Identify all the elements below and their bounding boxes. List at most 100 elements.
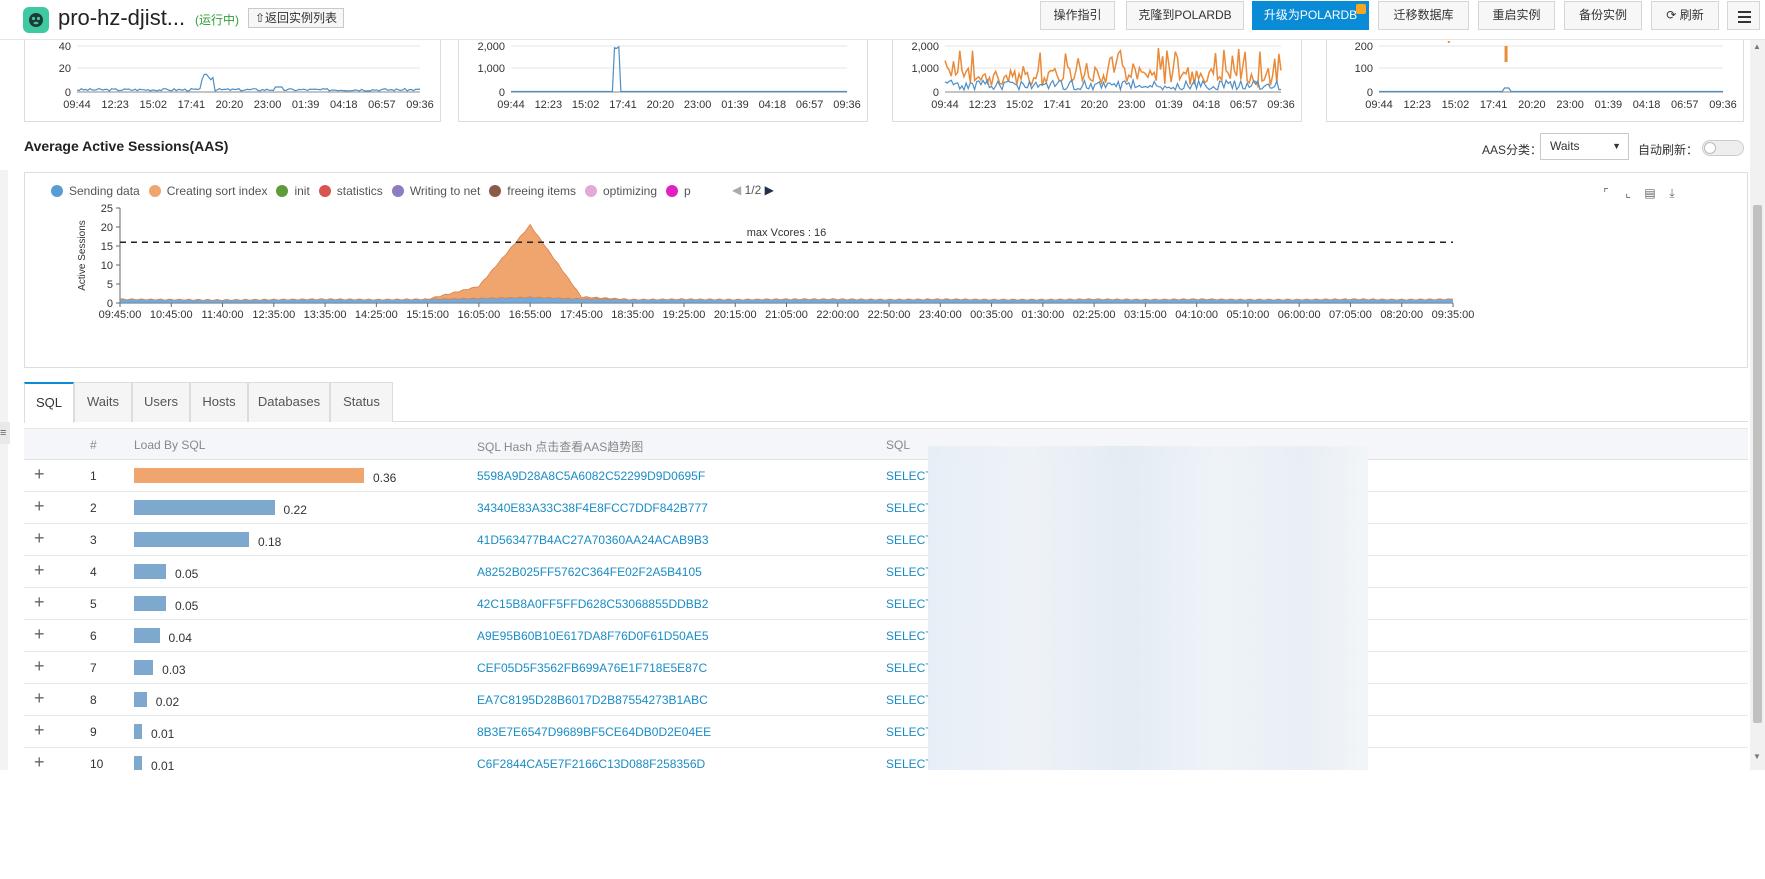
data-view-icon[interactable]: ▤ [1644,186,1656,200]
sql-hash-link[interactable]: CEF05D5F3562FB699A76E1F718E5E87C [477,661,708,675]
aas-category-select[interactable]: Waits ▼ [1540,133,1629,160]
scroll-up-icon[interactable]: ▲ [1753,42,1761,51]
tab-databases[interactable]: Databases [248,382,330,422]
sql-hash-link[interactable]: EA7C8195D28B6017D2B87554273B1ABC [477,693,708,707]
x-tick-label: 01:39 [1595,99,1623,111]
y-tick-label: 15 [101,241,113,253]
tab-status[interactable]: Status [330,382,393,422]
expand-row-icon[interactable]: + [34,720,45,740]
legend-item[interactable]: Creating sort index [148,184,268,198]
sql-text-link[interactable]: SELECT [886,757,933,770]
load-value: 0.01 [151,727,175,741]
expand-row-icon[interactable]: + [34,560,45,580]
sql-hash-link[interactable]: A8252B025FF5762C364FE02F2A5B4105 [477,565,702,579]
restart-instance-button[interactable]: 重启实例 [1478,1,1555,30]
table-row: +10 0.01 C6F2844CA5E7F2166C13D088F258356D S… [24,748,1748,770]
x-tick-label: 06:57 [1230,99,1258,111]
legend-item[interactable]: p [666,184,691,198]
sql-hash-link[interactable]: A9E95B60B10E617DA8F76D0F61D50AE5 [477,629,709,643]
sql-text-link[interactable]: SELECT [886,661,933,675]
y-tick-label: 1,000 [911,63,939,75]
expand-row-icon[interactable]: + [34,592,45,612]
auto-refresh-toggle[interactable] [1702,140,1744,156]
tab-users[interactable]: Users [132,382,190,422]
list-menu-button[interactable] [1727,1,1760,30]
clone-to-polardb-button[interactable]: 克隆到POLARDB [1126,1,1244,30]
sql-text-link[interactable]: SELECT [886,533,933,547]
tab-hosts[interactable]: Hosts [190,382,248,422]
mini-chart-4: 200 100 0 09:44 12:23 15:02 17:41 20:20 23:00 01:… [1326,40,1744,122]
expand-row-icon[interactable]: + [34,624,45,644]
x-tick-label: 09:36 [406,99,434,111]
x-tick-label: 09:44 [63,99,91,111]
sql-text-link[interactable]: SELECT [886,693,933,707]
scroll-down-icon[interactable]: ▼ [1753,752,1761,761]
expand-row-icon[interactable]: + [34,688,45,708]
instance-name: pro-hz-djist... [58,5,186,30]
load-bar [134,692,147,707]
legend-item[interactable]: statistics [318,184,383,198]
back-to-instance-list-button[interactable]: ⇧返回实例列表 [248,8,345,28]
migrate-database-button[interactable]: 迁移数据库 [1378,1,1469,30]
col-hash-header: SQL Hash 点击查看AAS趋势图 [477,440,644,454]
max-vcores-label: max Vcores : 16 [747,227,826,239]
expand-row-icon[interactable]: + [34,656,45,676]
x-tick-label: 12:23 [1403,99,1431,111]
sql-text-link[interactable]: SELECT [886,501,933,515]
mini-chart-1: 40 20 0 09:44 12:23 15:02 17:41 20:20 23:00 01:39… [24,40,441,122]
tab-sql[interactable]: SQL [24,382,74,423]
aas-legend: Sending data Creating sort index init stati… [51,184,739,198]
sql-hash-link[interactable]: 5598A9D28A8C5A6082C52299D9D0695F [477,469,706,483]
legend-item[interactable]: Sending data [51,184,140,198]
scrollbar-thumb[interactable] [1753,205,1762,723]
sql-text-link[interactable]: SELECT [886,725,933,739]
legend-prev-icon[interactable]: ◀ [732,183,742,197]
collapse-sidebar-handle[interactable]: ≡ [0,422,10,444]
row-number: 8 [90,693,97,707]
sql-hash-link[interactable]: C6F2844CA5E7F2166C13D088F258356D [477,757,706,770]
load-value: 0.22 [283,503,307,517]
sql-text-link[interactable]: SELECT [886,469,933,483]
x-tick-label: 15:15:00 [406,309,449,321]
col-num-header: # [90,438,97,452]
legend-item[interactable]: freeing items [489,184,576,198]
legend-next-icon[interactable]: ▶ [764,183,774,197]
load-value: 0.02 [155,695,180,709]
x-tick-label: 20:20 [1081,99,1109,111]
sql-hash-link[interactable]: 34340E83A33C38F4E8FCC7DDF842B777 [477,501,708,515]
sql-hash-link[interactable]: 41D563477B4AC27A70360AA24ACAB9B3 [477,533,709,547]
zoom-reset-icon[interactable]: ⌞ [1625,186,1631,200]
backup-instance-button[interactable]: 备份实例 [1564,1,1642,30]
legend-label: Creating sort index [166,184,268,198]
expand-row-icon[interactable]: + [34,464,45,484]
zoom-icon[interactable]: ⌜ [1603,186,1609,200]
guide-button[interactable]: 操作指引 [1040,1,1115,30]
download-icon[interactable]: ⤓ [1669,186,1675,200]
load-bar [134,468,364,483]
x-tick-label: 23:00 [254,99,282,111]
legend-item[interactable]: init [276,184,310,198]
expand-row-icon[interactable]: + [34,752,45,770]
expand-row-icon[interactable]: + [34,528,45,548]
sql-hash-link[interactable]: 42C15B8A0FF5FFD628C53068855DDBB2 [477,597,709,611]
sql-text-link[interactable]: SELECT [886,597,933,611]
legend-item[interactable]: optimizing [585,184,657,198]
sql-text-link[interactable]: SELECT [886,565,933,579]
sql-text-link[interactable]: SELECT [886,629,933,643]
x-tick-label: 09:36 [1267,99,1295,111]
legend-item[interactable]: Writing to net [391,184,480,198]
x-tick-label: 13:35:00 [304,309,347,321]
vertical-scrollbar[interactable]: ▲ ▼ [1750,40,1765,770]
series-line-blue [76,73,421,92]
upgrade-to-polardb-button[interactable]: 升级为POLARDB [1252,1,1369,30]
sql-hash-link[interactable]: 8B3E7E6547D9689BF5CE64DB0D2E04EE [477,725,712,739]
expand-row-icon[interactable]: + [34,496,45,516]
tab-waits[interactable]: Waits [74,382,132,422]
x-tick-label: 20:20 [647,99,675,111]
table-row: +8 0.02 EA7C8195D28B6017D2B87554273B1ABC SE… [24,684,1748,716]
legend-page: 1/2 [744,183,762,197]
spike-mark [1447,41,1450,43]
x-tick-label: 06:57 [368,99,396,111]
refresh-button[interactable]: ⟳ 刷新 [1651,1,1719,30]
